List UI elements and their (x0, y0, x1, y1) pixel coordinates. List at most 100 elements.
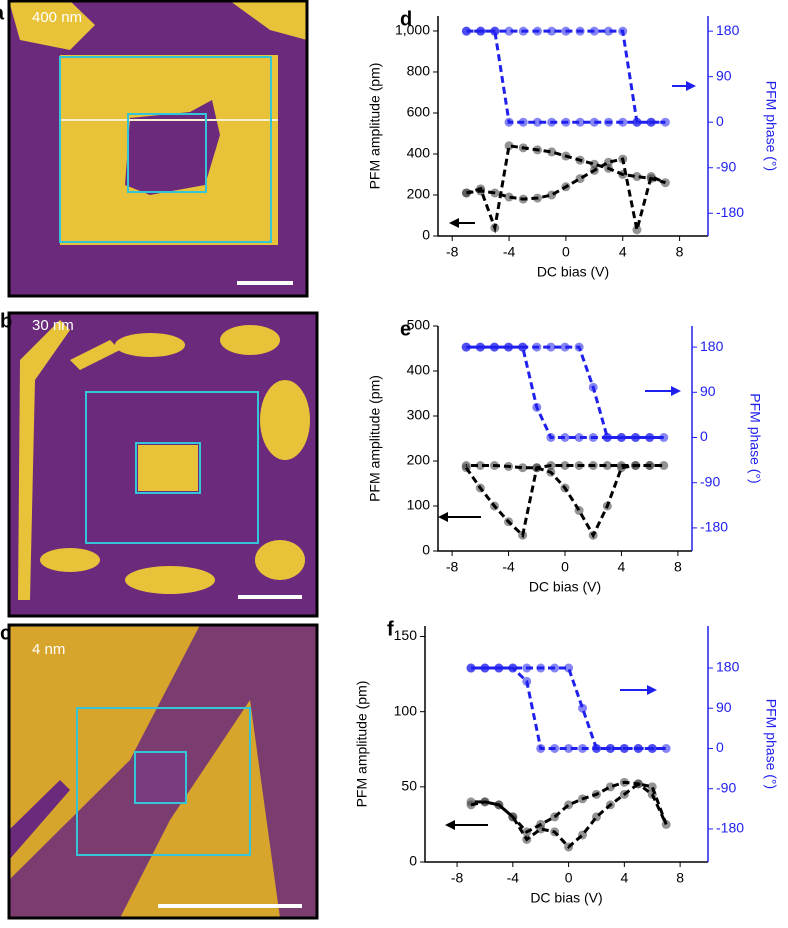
y2-tick-label: -90 (716, 158, 736, 174)
scale-label: 30 nm (32, 317, 74, 334)
data-point (560, 342, 570, 352)
x-tick-label: -4 (502, 559, 515, 575)
fit-line (470, 780, 668, 850)
x-tick-label: 8 (674, 559, 682, 575)
y-tick-label: 800 (407, 63, 431, 79)
data-point (504, 141, 514, 151)
y-axis-label: PFM amplitude (pm) (367, 63, 383, 190)
y2-tick-label: -90 (716, 779, 736, 795)
data-point (574, 432, 584, 442)
y-tick-label: 1,000 (395, 22, 430, 38)
data-point (560, 461, 570, 470)
x-tick-label: 0 (562, 244, 570, 260)
data-point (475, 461, 485, 470)
fit-line (466, 144, 666, 234)
axis-frame (437, 326, 692, 552)
arrows (438, 81, 696, 830)
scale-label: 400 nm (32, 9, 82, 26)
data-point (589, 159, 599, 169)
y2-tick-label: 0 (700, 428, 708, 444)
y-tick-label: 0 (409, 853, 417, 869)
y2-axis-label: PFM phase (°) (763, 699, 779, 789)
y-tick-label: 100 (394, 702, 418, 718)
y-axis-label: PFM amplitude (pm) (354, 681, 370, 808)
data-point (560, 432, 570, 442)
axis-frame (424, 626, 708, 863)
x-tick-label: -8 (446, 559, 459, 575)
x-tick-label: -8 (446, 244, 459, 260)
y-tick-label: 0 (422, 227, 430, 243)
y-tick-label: 200 (407, 452, 431, 468)
panel-letter: b (0, 310, 12, 332)
panel-letter: e (400, 318, 411, 340)
y-tick-label: 600 (407, 104, 431, 120)
data-point (602, 461, 612, 470)
y2-axis-label: PFM phase (°) (747, 393, 763, 483)
y2-tick-label: 90 (700, 383, 716, 399)
x-tick-label: 8 (676, 244, 684, 260)
scale-label: 4 nm (32, 641, 65, 658)
data-point (632, 225, 642, 235)
fit-line (466, 29, 666, 124)
y2-tick-label: 180 (716, 659, 740, 675)
y-tick-label: 400 (407, 362, 431, 378)
y-axis-label: PFM amplitude (pm) (367, 375, 383, 502)
x-tick-label: -4 (507, 870, 520, 886)
y-tick-label: 50 (401, 778, 417, 794)
y-tick-label: 150 (394, 627, 418, 643)
data-point (547, 147, 557, 157)
pfm-image-a (7, 0, 309, 298)
data-point (564, 743, 574, 753)
fit-line (466, 345, 664, 439)
fit-line (464, 464, 664, 539)
y-tick-label: 0 (422, 542, 430, 558)
y2-tick-label: 90 (716, 67, 732, 83)
panel-letter: c (0, 622, 11, 644)
axis-frame (437, 16, 708, 237)
y2-tick-label: 90 (716, 699, 732, 715)
y2-tick-label: 180 (716, 22, 740, 38)
y-tick-label: 100 (407, 497, 431, 513)
data-point (504, 26, 514, 36)
x-tick-label: -4 (503, 244, 516, 260)
y-tick-label: 300 (407, 407, 431, 423)
x-tick-label: 8 (676, 870, 684, 886)
x-tick-label: 4 (620, 870, 628, 886)
x-tick-label: 4 (618, 559, 626, 575)
y2-tick-label: -180 (716, 820, 744, 836)
y2-tick-label: 0 (716, 113, 724, 129)
data-point (632, 172, 642, 182)
data-point (661, 743, 671, 753)
data-point (532, 117, 542, 127)
panel-letter: d (400, 8, 412, 30)
y2-tick-label: -180 (700, 519, 728, 535)
data-point (659, 461, 669, 470)
x-tick-label: 4 (619, 244, 627, 260)
x-tick-label: -8 (451, 870, 464, 886)
panel-letter: a (0, 2, 5, 24)
fit-line (471, 666, 667, 750)
x-axis-label: DC bias (V) (537, 264, 609, 280)
x-axis-label: DC bias (V) (530, 890, 602, 906)
data-point (604, 26, 614, 36)
x-axis-label: DC bias (V) (529, 579, 601, 595)
data-point (546, 342, 556, 352)
y2-axis-label: PFM phase (°) (763, 81, 779, 171)
y2-tick-label: -180 (716, 204, 744, 220)
data-point (575, 117, 585, 127)
y-tick-label: 400 (407, 145, 431, 161)
y2-tick-label: 0 (716, 739, 724, 755)
y2-tick-label: 180 (700, 338, 724, 354)
y2-tick-label: -90 (700, 473, 720, 489)
y-tick-label: 200 (407, 186, 431, 202)
pfm-image-b (7, 311, 319, 618)
y-tick-label: 500 (407, 317, 431, 333)
pfm-image-c (7, 623, 319, 920)
x-tick-label: 0 (565, 870, 573, 886)
data-point (518, 463, 528, 473)
data-point (547, 26, 557, 36)
x-tick-label: 0 (561, 559, 569, 575)
data-point (504, 192, 514, 202)
panel-letter: f (387, 618, 394, 640)
